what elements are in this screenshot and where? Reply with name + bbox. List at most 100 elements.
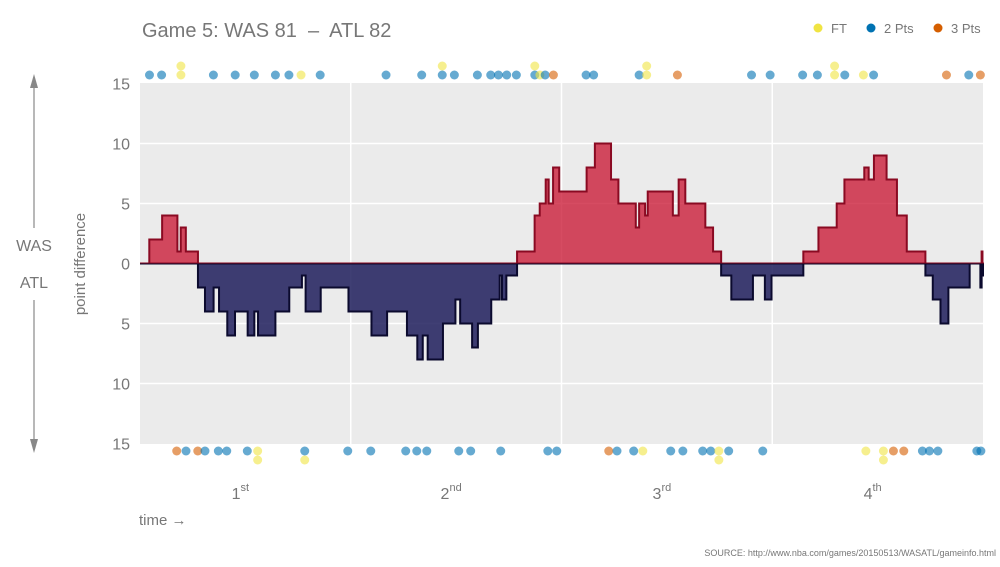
atl-score-dot xyxy=(466,446,476,456)
was-score-dot xyxy=(230,70,240,80)
atl-score-dot xyxy=(366,446,376,456)
was-score-dot xyxy=(270,70,280,80)
was-score-dot xyxy=(511,70,521,80)
scoring-dots xyxy=(144,61,986,465)
was-score-dot xyxy=(869,70,879,80)
was-score-dot xyxy=(315,70,325,80)
was-score-dot xyxy=(830,70,840,80)
y-tick-label: 15 xyxy=(112,77,130,94)
was-score-dot xyxy=(812,70,822,80)
atl-score-dot xyxy=(758,446,768,456)
team-bottom-label: ATL xyxy=(20,275,48,292)
was-score-dot xyxy=(296,70,306,80)
was-score-dot xyxy=(249,70,259,80)
atl-score-dot xyxy=(933,446,943,456)
y-tick-label: 10 xyxy=(112,377,130,394)
legend-marker xyxy=(813,23,823,33)
atl-score-dot xyxy=(412,446,422,456)
source-note: SOURCE: http://www.nba.com/games/2015051… xyxy=(704,548,996,558)
was-score-dot xyxy=(381,70,391,80)
was-score-dot xyxy=(840,70,850,80)
was-score-dot xyxy=(493,70,503,80)
atl-score-dot xyxy=(976,446,986,456)
quarter-suffix: st xyxy=(241,482,250,494)
legend: FT 2 Pts 3 Pts xyxy=(813,21,981,36)
point-difference-area xyxy=(140,142,984,361)
quarter-number: 1 xyxy=(232,486,241,503)
x-axis-title: time → xyxy=(139,512,187,529)
was-score-dot xyxy=(417,70,427,80)
atl-score-dot xyxy=(300,455,310,465)
atl-score-dot xyxy=(612,446,622,456)
atl-score-dot xyxy=(242,446,252,456)
atl-score-dot xyxy=(878,455,888,465)
was-score-dot xyxy=(176,61,186,71)
quarter-number: 3 xyxy=(653,486,662,503)
was-score-dot xyxy=(589,70,599,80)
atl-score-dot xyxy=(300,446,310,456)
was-score-dot xyxy=(437,61,447,71)
quarter-label: 2nd xyxy=(441,482,462,503)
atl-score-dot xyxy=(917,446,927,456)
atl-score-dot xyxy=(213,446,223,456)
was-lead-area xyxy=(140,142,984,264)
was-score-dot xyxy=(472,70,482,80)
quarter-labels: 1st 2nd 3rd 4th xyxy=(232,482,882,503)
was-score-dot xyxy=(964,70,974,80)
atl-score-dot xyxy=(496,446,506,456)
quarter-suffix: th xyxy=(872,482,881,494)
legend-label: 3 Pts xyxy=(951,21,981,36)
up-arrowhead-icon xyxy=(30,74,38,88)
legend-label: FT xyxy=(831,21,847,36)
legend-marker xyxy=(866,23,876,33)
was-score-dot xyxy=(830,61,840,71)
atl-score-dot xyxy=(899,446,909,456)
was-score-dot xyxy=(176,70,186,80)
atl-score-dot xyxy=(666,446,676,456)
atl-score-dot xyxy=(861,446,871,456)
atl-score-dot xyxy=(552,446,562,456)
atl-score-dot xyxy=(714,446,724,456)
atl-score-dot xyxy=(253,455,263,465)
y-tick-label: 5 xyxy=(121,197,130,214)
legend-marker xyxy=(933,23,943,33)
atl-score-dot xyxy=(724,446,734,456)
atl-score-dot xyxy=(878,446,888,456)
atl-score-dot xyxy=(543,446,553,456)
down-arrowhead-icon xyxy=(30,439,38,453)
was-score-dot xyxy=(284,70,294,80)
quarter-suffix: rd xyxy=(661,482,671,494)
atl-score-dot xyxy=(401,446,411,456)
chart-title: Game 5: WAS 81 – ATL 82 xyxy=(142,20,391,42)
was-score-dot xyxy=(642,61,652,71)
quarter-label: 4th xyxy=(864,482,882,503)
was-score-dot xyxy=(157,70,167,80)
was-score-dot xyxy=(437,70,447,80)
was-score-dot xyxy=(798,70,808,80)
team-top-label: WAS xyxy=(16,238,52,255)
was-score-dot xyxy=(765,70,775,80)
quarter-number: 4 xyxy=(864,486,873,503)
quarter-suffix: nd xyxy=(449,482,461,494)
team-direction-annotation: WAS ATL xyxy=(16,74,52,453)
quarter-label: 3rd xyxy=(653,482,672,503)
atl-score-dot xyxy=(193,446,203,456)
y-tick-labels: 15 10 5 0 5 10 15 xyxy=(112,77,130,454)
atl-score-dot xyxy=(422,446,432,456)
y-tick-label: 0 xyxy=(121,257,130,274)
was-score-dot xyxy=(634,70,644,80)
was-score-dot xyxy=(449,70,459,80)
was-score-dot xyxy=(540,70,550,80)
was-score-dot xyxy=(502,70,512,80)
atl-score-dot xyxy=(200,446,210,456)
atl-score-dot xyxy=(222,446,232,456)
quarter-number: 2 xyxy=(441,486,450,503)
was-score-dot xyxy=(144,70,154,80)
y-axis-title: point difference xyxy=(72,213,89,315)
atl-score-dot xyxy=(706,446,716,456)
was-score-dot xyxy=(642,70,652,80)
atl-score-dot xyxy=(629,446,639,456)
atl-score-dot xyxy=(454,446,464,456)
was-score-dot xyxy=(548,70,558,80)
